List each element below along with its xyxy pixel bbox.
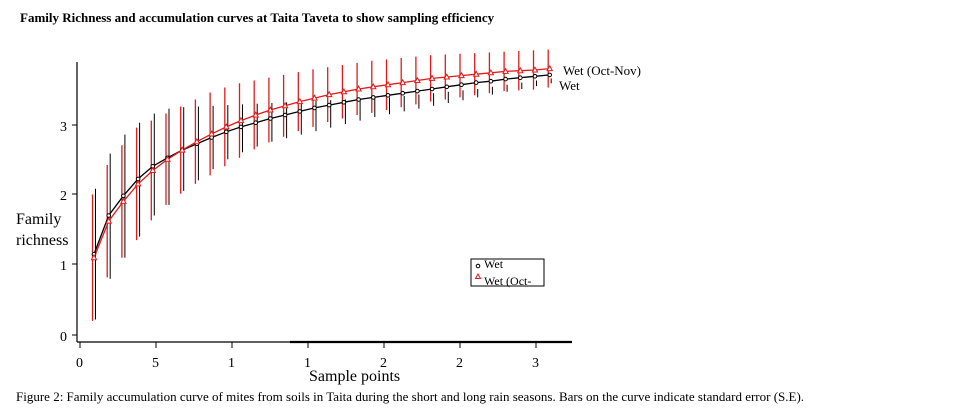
- x-tick-label: 1: [304, 356, 311, 371]
- data-point-wet: [415, 88, 420, 94]
- y-axis-label-line2: richness: [16, 232, 68, 249]
- data-point-wet-oct-nov: [90, 253, 98, 261]
- series-lines: [93, 67, 550, 258]
- x-axis-label: Sample points: [309, 368, 400, 385]
- series-line-wet-oct-nov: [93, 67, 550, 258]
- data-point-wet: [429, 86, 435, 92]
- data-point-wet-oct-nov: [340, 87, 348, 95]
- data-point-wet-oct-nov: [355, 85, 363, 92]
- legend-label-wet: Wet: [484, 257, 504, 271]
- data-point-wet: [106, 213, 111, 218]
- data-point-wet: [356, 97, 361, 102]
- data-point-wet: [518, 75, 523, 80]
- data-point-wet-oct-nov: [472, 70, 480, 77]
- legend-marker-wet: [475, 263, 481, 269]
- data-point-wet: [371, 95, 376, 100]
- data-point-wet-oct-nov: [252, 111, 260, 118]
- data-point-wet-oct-nov: [384, 80, 392, 88]
- data-point-wet: [312, 105, 317, 111]
- data-point-wet: [224, 129, 229, 135]
- data-point-wet-oct-nov: [311, 94, 318, 101]
- figure-caption: Figure 2: Family accumulation curve of m…: [16, 389, 805, 404]
- data-point-wet: [297, 109, 303, 114]
- data-point-wet: [473, 80, 479, 85]
- data-point-wet: [238, 124, 244, 130]
- data-point-wet-oct-nov: [266, 106, 274, 113]
- y-tick-label: 2: [60, 189, 67, 204]
- data-point-wet-oct-nov: [458, 71, 465, 79]
- data-point-wet-oct-nov: [399, 78, 407, 86]
- data-point-wet: [532, 74, 538, 79]
- x-tick-label: 3: [532, 356, 539, 371]
- figure-title: Family Richness and accumulation curves …: [20, 10, 495, 25]
- data-point-wet-oct-nov: [281, 101, 289, 109]
- data-point-wet-oct-nov: [502, 67, 510, 74]
- legend-box: [470, 258, 545, 287]
- legend-marker-wet-oct-nov: [474, 272, 482, 279]
- data-point-wet: [547, 72, 553, 78]
- series-end-label-wet-oct-nov: Wet (Oct-Nov): [563, 63, 641, 78]
- data-point-wet-oct-nov: [531, 66, 539, 73]
- data-point-wet: [385, 93, 391, 98]
- data-point-wet: [488, 78, 494, 84]
- data-point-wet-oct-nov: [369, 82, 377, 90]
- data-point-wet-oct-nov: [487, 68, 495, 76]
- data-point-wet-oct-nov: [222, 123, 230, 130]
- data-point-wet-oct-nov: [193, 137, 201, 145]
- data-point-wet-oct-nov: [413, 76, 421, 83]
- y-tick-label: 1: [60, 259, 67, 274]
- x-tick-label: 0: [76, 356, 83, 371]
- data-point-wet-oct-nov: [237, 116, 245, 124]
- x-tick-label: 1: [228, 356, 235, 371]
- data-point-wet-oct-nov: [208, 130, 216, 137]
- data-point-wet-oct-nov: [134, 180, 142, 187]
- data-point-wet: [341, 100, 347, 105]
- series-line-wet: [93, 74, 550, 255]
- legend: Wet Wet (Oct-: [470, 257, 545, 288]
- data-point-wet: [268, 116, 273, 121]
- data-point-wet-oct-nov: [296, 97, 304, 105]
- x-tick-label: 2: [456, 356, 463, 371]
- data-point-wet-oct-nov: [516, 66, 524, 74]
- series-markers: [90, 64, 554, 261]
- data-point-wet-oct-nov: [443, 73, 451, 80]
- y-axis-label-line1: Family: [16, 211, 61, 228]
- y-tick-label: 3: [60, 120, 67, 135]
- x-tick-label: 5: [152, 356, 159, 371]
- data-point-wet-oct-nov: [325, 90, 333, 98]
- data-point-wet: [503, 76, 508, 82]
- data-point-wet-oct-nov: [546, 64, 554, 72]
- x-tick-label: 2: [380, 356, 387, 371]
- data-point-wet-oct-nov: [149, 166, 157, 173]
- data-point-wet: [459, 82, 464, 87]
- data-point-wet: [326, 102, 332, 108]
- data-point-wet-oct-nov: [105, 217, 113, 224]
- data-point-wet: [282, 112, 288, 118]
- data-point-wet: [400, 90, 406, 96]
- data-point-wet: [444, 84, 450, 90]
- data-point-wet-oct-nov: [178, 146, 186, 153]
- data-point-wet-oct-nov: [428, 74, 436, 81]
- data-point-wet: [121, 193, 126, 199]
- data-point-wet-oct-nov: [164, 155, 171, 162]
- data-point-wet: [253, 120, 258, 125]
- legend-label-wet-oct-nov: Wet (Oct-: [484, 274, 531, 288]
- series-end-label-wet: Wet: [559, 78, 580, 93]
- data-point-wet-oct-nov: [119, 197, 127, 204]
- y-tick-label: 0: [60, 330, 67, 345]
